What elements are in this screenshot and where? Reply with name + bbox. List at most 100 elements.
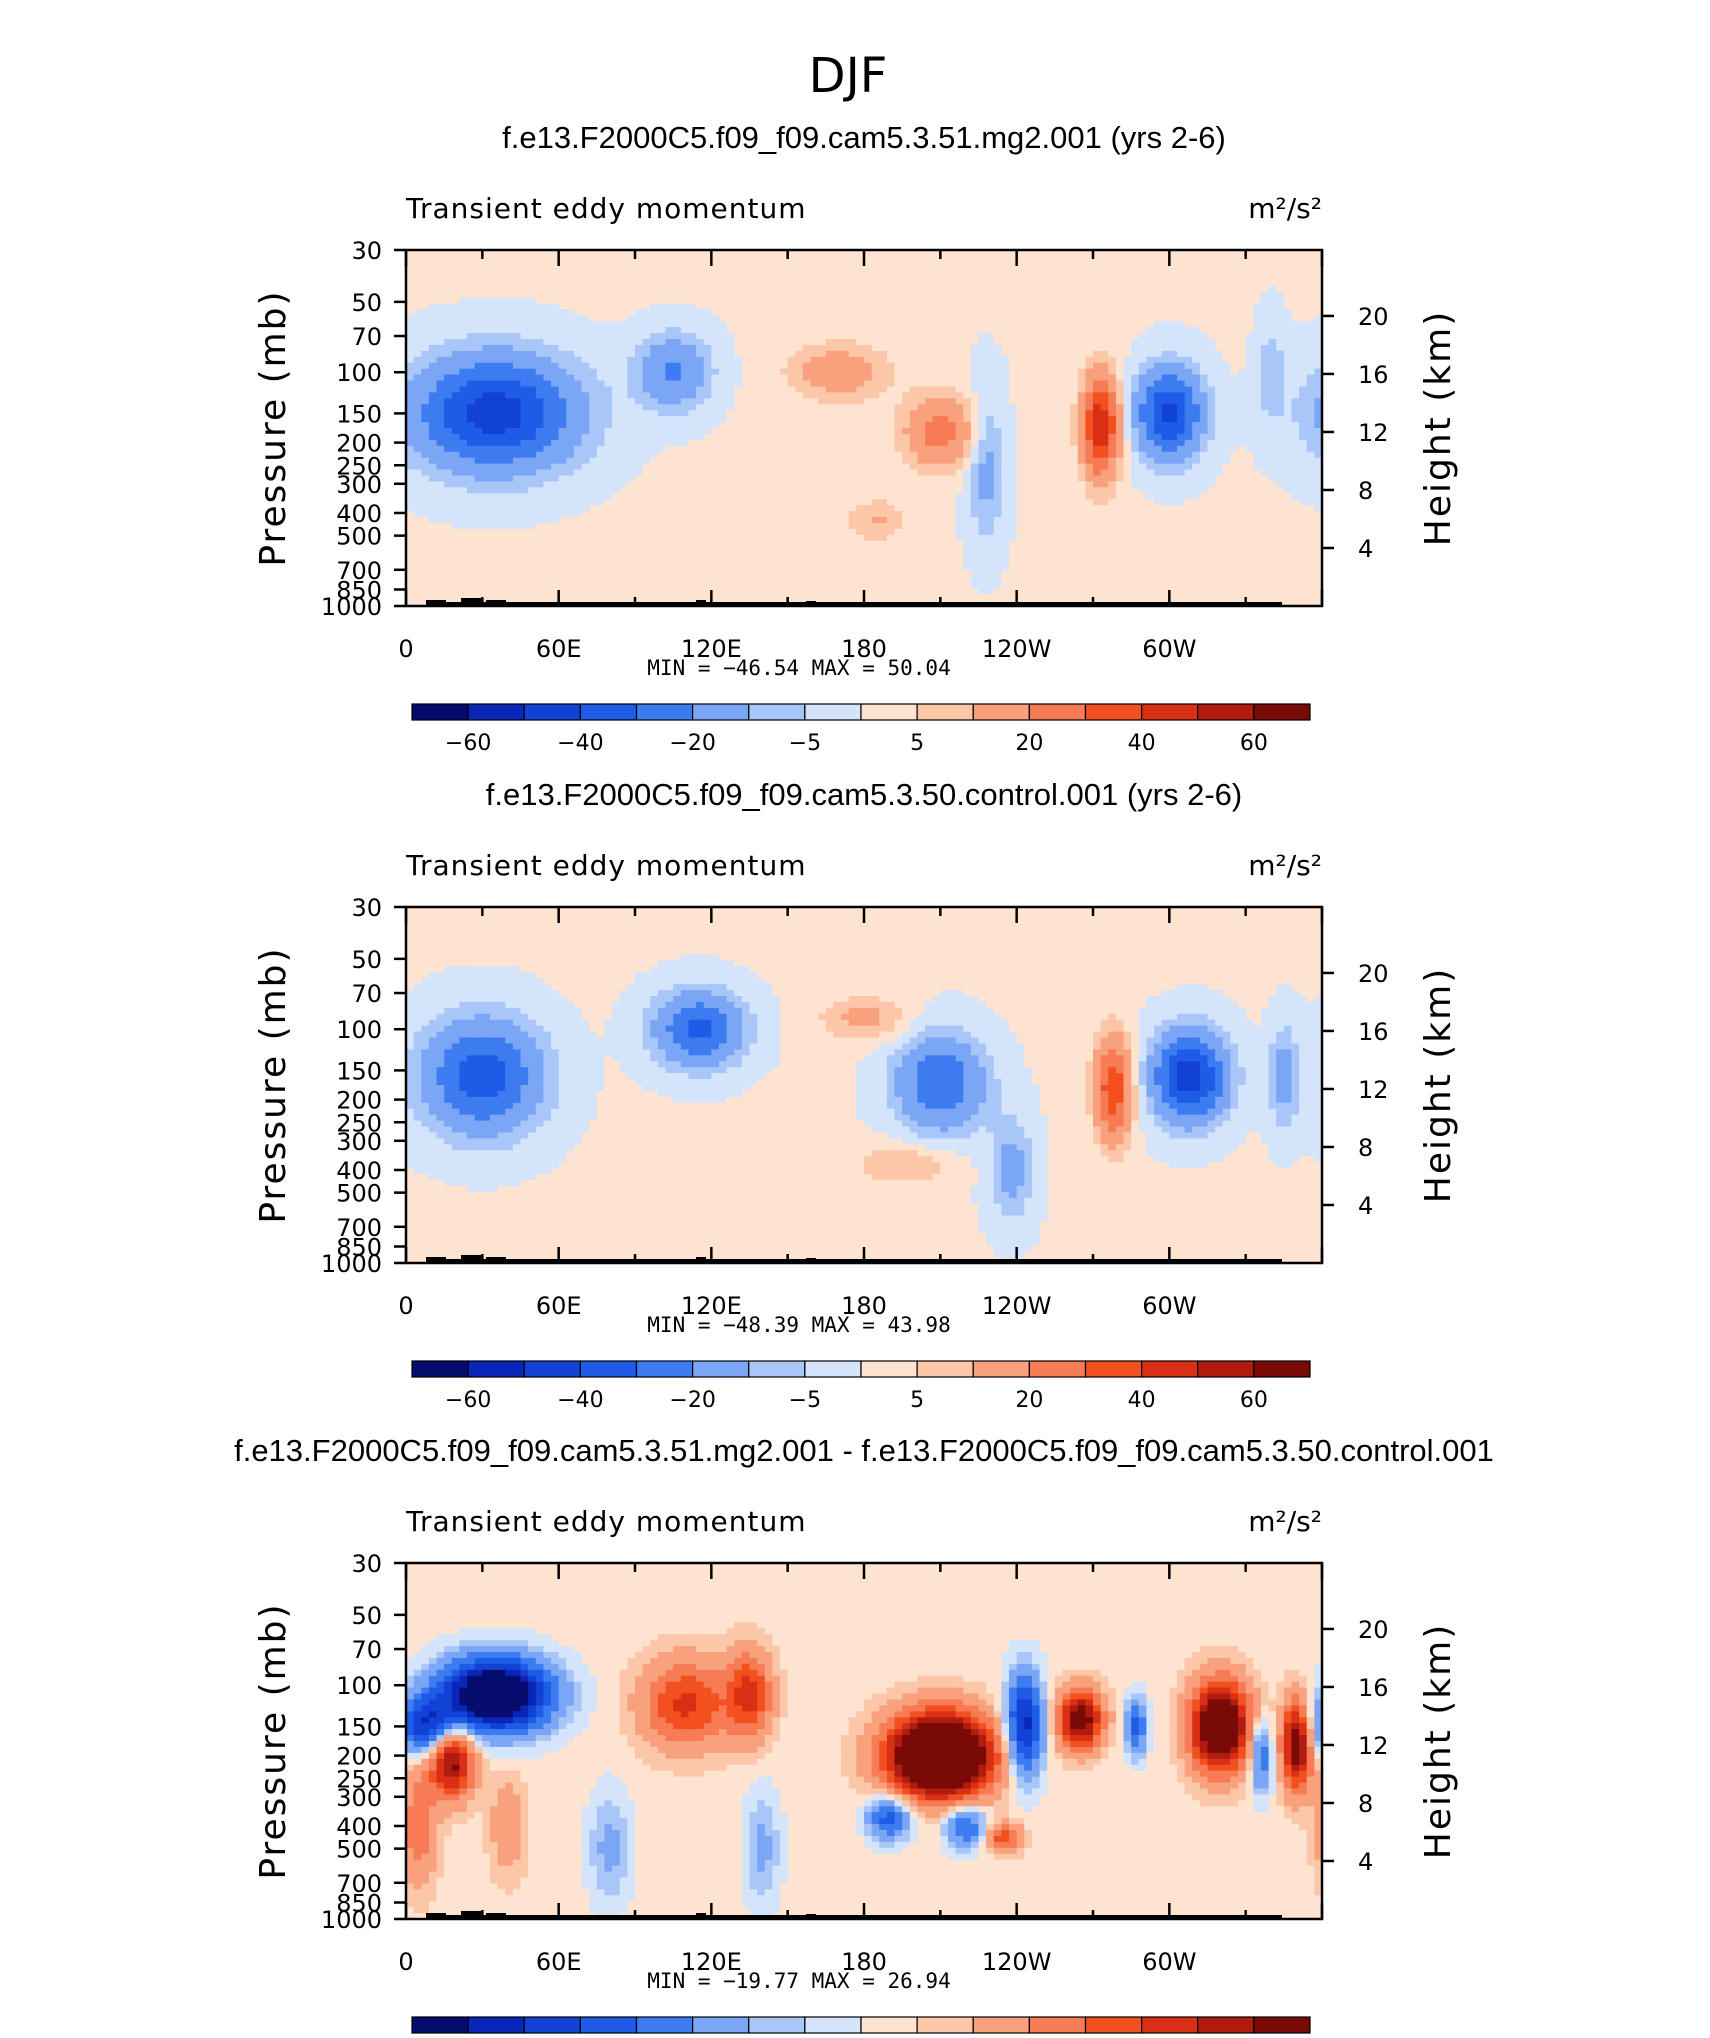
field-cell: [1154, 386, 1162, 393]
field-cell: [1093, 481, 1101, 488]
field-cell: [765, 493, 773, 500]
field-cell: [765, 481, 773, 488]
field-cell: [1139, 363, 1147, 370]
field-cell: [1246, 452, 1254, 459]
field-cell: [1169, 452, 1177, 459]
field-cell: [772, 286, 780, 293]
field-cell: [658, 309, 666, 316]
field-cell: [1032, 333, 1040, 340]
field-cell: [841, 333, 849, 340]
field-cell: [643, 422, 651, 429]
field-cell: [948, 464, 956, 471]
field-cell: [902, 493, 910, 500]
field-cell: [849, 458, 857, 465]
field-cell: [589, 434, 597, 441]
field-cell: [1139, 470, 1147, 477]
field-cell: [887, 481, 895, 488]
field-cell: [765, 458, 773, 465]
field-cell: [444, 475, 452, 482]
field-cell: [841, 351, 849, 358]
field-cell: [543, 303, 551, 310]
field-cell: [643, 458, 651, 465]
field-cell: [1185, 487, 1193, 494]
field-cell: [1284, 351, 1292, 358]
field-cell: [1070, 345, 1078, 352]
field-cell: [704, 464, 712, 471]
field-cell: [719, 327, 727, 334]
field-cell: [711, 416, 719, 423]
field-cell: [1108, 292, 1116, 299]
field-cell: [986, 327, 994, 334]
field-cell: [620, 351, 628, 358]
field-cell: [589, 464, 597, 471]
field-cell: [1146, 487, 1154, 494]
field-cell: [818, 470, 826, 477]
field-cell: [925, 381, 933, 388]
field-cell: [437, 339, 445, 346]
left-label: Transient eddy momentum: [405, 192, 807, 225]
field-cell: [1146, 327, 1154, 334]
field-cell: [833, 446, 841, 453]
field-cell: [925, 422, 933, 429]
field-cell: [1070, 440, 1078, 447]
field-cell: [1131, 422, 1139, 429]
field-cell: [582, 309, 590, 316]
field-cell: [879, 297, 887, 304]
field-cell: [719, 446, 727, 453]
field-cell: [536, 428, 544, 435]
field-cell: [940, 303, 948, 310]
field-cell: [1047, 333, 1055, 340]
field-cell: [528, 321, 536, 328]
field-cell: [620, 440, 628, 447]
field-cell: [872, 410, 880, 417]
field-cell: [513, 452, 521, 459]
field-cell: [933, 369, 941, 376]
field-cell: [849, 262, 857, 269]
field-cell: [482, 464, 490, 471]
field-cell: [1162, 434, 1170, 441]
field-cell: [872, 428, 880, 435]
field-cell: [1078, 422, 1086, 429]
field-cell: [1146, 381, 1154, 388]
field-cell: [856, 493, 864, 500]
field-cell: [887, 286, 895, 293]
field-cell: [505, 416, 513, 423]
field-cell: [910, 386, 918, 393]
field-cell: [803, 440, 811, 447]
field-cell: [612, 416, 620, 423]
field-cell: [650, 446, 658, 453]
field-cell: [543, 410, 551, 417]
field-cell: [566, 268, 574, 275]
field-cell: [612, 422, 620, 429]
field-cell: [1093, 345, 1101, 352]
field-cell: [1177, 375, 1185, 382]
field-cell: [833, 398, 841, 405]
field-cell: [956, 487, 964, 494]
field-cell: [444, 297, 452, 304]
field-cell: [1246, 286, 1254, 293]
field-cell: [459, 452, 467, 459]
field-cell: [1162, 452, 1170, 459]
field-cell: [528, 286, 536, 293]
field-cell: [559, 357, 567, 364]
field-cell: [1307, 280, 1315, 287]
field-cell: [956, 422, 964, 429]
field-cell: [1230, 321, 1238, 328]
field-cell: [1223, 375, 1231, 382]
field-cell: [482, 363, 490, 370]
field-cell: [505, 434, 513, 441]
field-cell: [780, 309, 788, 316]
field-cell: [1291, 398, 1299, 405]
field-cell: [620, 416, 628, 423]
field-cell: [536, 434, 544, 441]
field-cell: [498, 386, 506, 393]
field-cell: [459, 286, 467, 293]
field-cell: [666, 339, 674, 346]
field-cell: [620, 470, 628, 477]
field-cell: [1017, 333, 1025, 340]
field-cell: [1246, 475, 1254, 482]
field-cell: [757, 434, 765, 441]
field-cell: [1307, 487, 1315, 494]
field-cell: [1269, 452, 1277, 459]
field-cell: [589, 339, 597, 346]
